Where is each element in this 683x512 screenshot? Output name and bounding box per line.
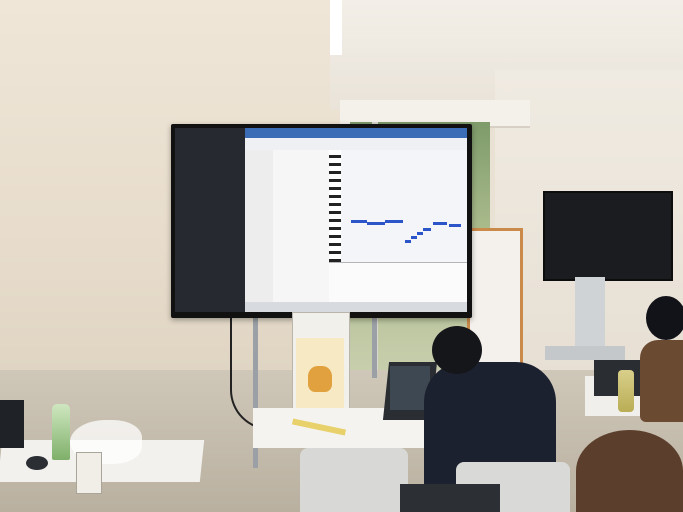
track-list: [245, 150, 274, 312]
midi-note: [423, 228, 431, 231]
laptop-center-screen: [390, 366, 430, 410]
inspector-panel: [175, 128, 245, 312]
midi-note: [385, 220, 403, 223]
chair-front: [300, 448, 408, 512]
drink-bottle: [618, 370, 634, 412]
tv-stand: [575, 277, 605, 349]
skylight-window: [330, 0, 342, 55]
piano-roll: [329, 150, 467, 262]
paper-cup: [76, 452, 102, 494]
laptop-foreground: [400, 484, 500, 512]
tv-stand-base: [545, 346, 625, 360]
secondary-tv: [543, 191, 673, 281]
status-bar: [245, 302, 467, 312]
midi-note: [449, 224, 461, 227]
midi-note: [417, 232, 423, 235]
midi-note: [367, 222, 385, 225]
midi-note: [411, 236, 417, 239]
foreground-head: [576, 430, 683, 512]
midi-note: [351, 220, 367, 223]
monitor-stand-left: [253, 318, 258, 468]
velocity-lane: [329, 262, 467, 303]
student-head: [432, 326, 482, 374]
monitor-stand-right: [372, 318, 377, 378]
piano-keys: [329, 150, 341, 262]
laptop-left: [0, 400, 24, 448]
midi-note: [405, 240, 411, 243]
midi-note: [433, 222, 447, 225]
daw-screen: [175, 128, 467, 312]
student-right-head: [646, 296, 683, 340]
student-right-body: [640, 340, 683, 422]
computer-mouse: [26, 456, 48, 470]
app-titlebar: [245, 128, 467, 138]
mascot-illustration: [308, 366, 332, 392]
event-list: [273, 150, 330, 312]
green-tea-bottle: [52, 404, 70, 460]
